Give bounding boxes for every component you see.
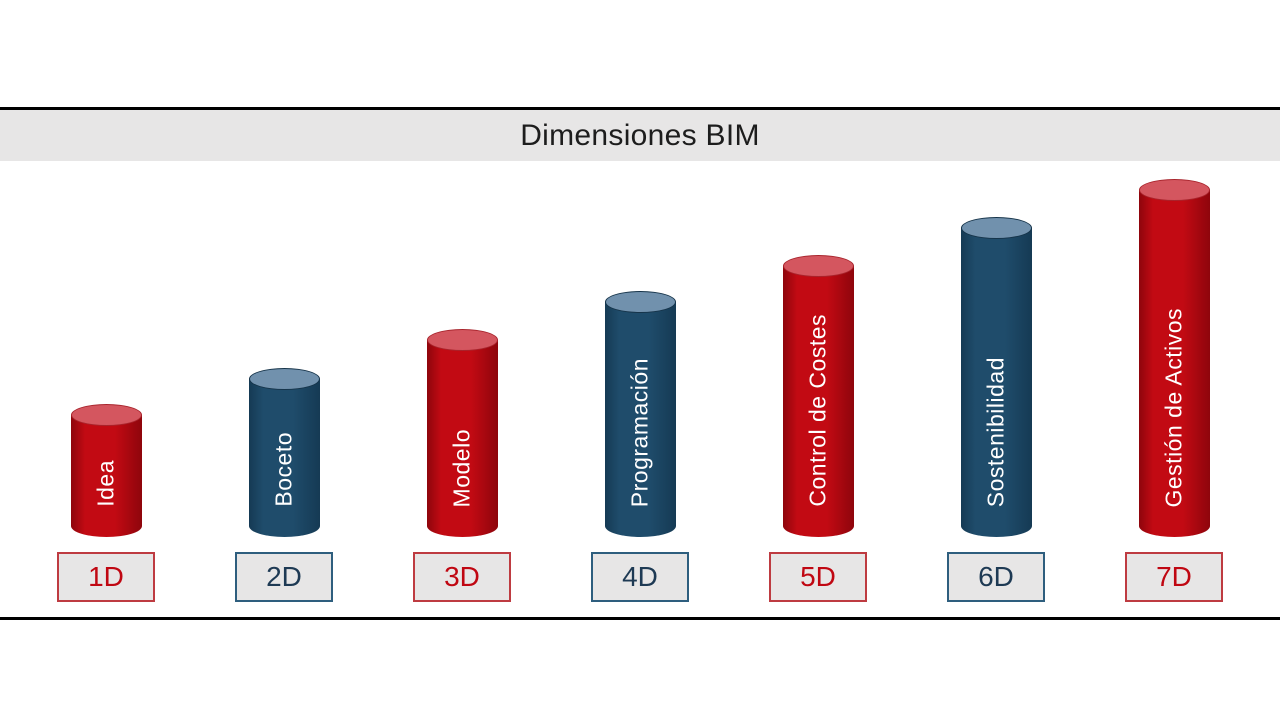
cylinder-label: Sostenibilidad [982,356,1009,507]
dimension-badge: 1D [57,552,155,602]
cylinder-body [1138,190,1210,537]
dimension-badge: 4D [591,552,689,602]
cylinder-shape: Idea [70,404,142,537]
cylinder-body [782,266,854,537]
dimension-badge-label: 1D [88,561,124,592]
cylinder-shape: Gestión de Activos [1138,179,1210,537]
dimension-badge-label: 4D [622,561,658,592]
cylinder-label: Control de Costes [804,314,831,507]
cylinder-top-ellipse [426,329,498,351]
bim-dimension-4d: Programación 4D [591,0,689,720]
cylinder-shape: Boceto [248,368,320,537]
title-bar: Dimensiones BIM [0,110,1280,161]
cylinder-top-ellipse [1138,179,1210,201]
dimension-badge-label: 6D [978,561,1014,592]
bim-dimension-2d: Boceto 2D [235,0,333,720]
cylinder-shape: Control de Costes [782,255,854,537]
cylinder-body [70,415,142,537]
dimension-badge: 7D [1125,552,1223,602]
dimension-badge: 3D [413,552,511,602]
cylinder-label: Idea [92,460,119,507]
cylinder-top-ellipse [960,217,1032,239]
dimension-badge: 2D [235,552,333,602]
dimension-badge-label: 3D [444,561,480,592]
cylinder-body [604,302,676,537]
cylinder-shape: Sostenibilidad [960,217,1032,537]
dimension-badge: 5D [769,552,867,602]
cylinder-top-ellipse [70,404,142,426]
cylinder-label: Modelo [448,428,475,507]
bim-dimension-3d: Modelo 3D [413,0,511,720]
cylinder-top-ellipse [248,368,320,390]
cylinder-body [960,228,1032,537]
bim-dimension-7d: Gestión de Activos 7D [1125,0,1223,720]
cylinder-label: Programación [626,357,653,507]
cylinder-label: Boceto [270,432,297,507]
dimension-badge: 6D [947,552,1045,602]
cylinder-top-ellipse [604,291,676,313]
slide-title: Dimensiones BIM [520,118,760,152]
bim-dimension-1d: Idea 1D [57,0,155,720]
top-divider-line [0,107,1280,110]
bim-dimension-5d: Control de Costes 5D [769,0,867,720]
dimension-badge-label: 2D [266,561,302,592]
bottom-divider-line [0,617,1280,620]
cylinder-shape: Modelo [426,329,498,537]
dimension-badge-label: 5D [800,561,836,592]
cylinder-shape: Programación [604,291,676,537]
cylinder-body [426,340,498,537]
cylinder-body [248,379,320,537]
bim-dimension-6d: Sostenibilidad 6D [947,0,1045,720]
cylinder-label: Gestión de Activos [1160,307,1187,508]
dimension-badge-label: 7D [1156,561,1192,592]
cylinder-top-ellipse [782,255,854,277]
